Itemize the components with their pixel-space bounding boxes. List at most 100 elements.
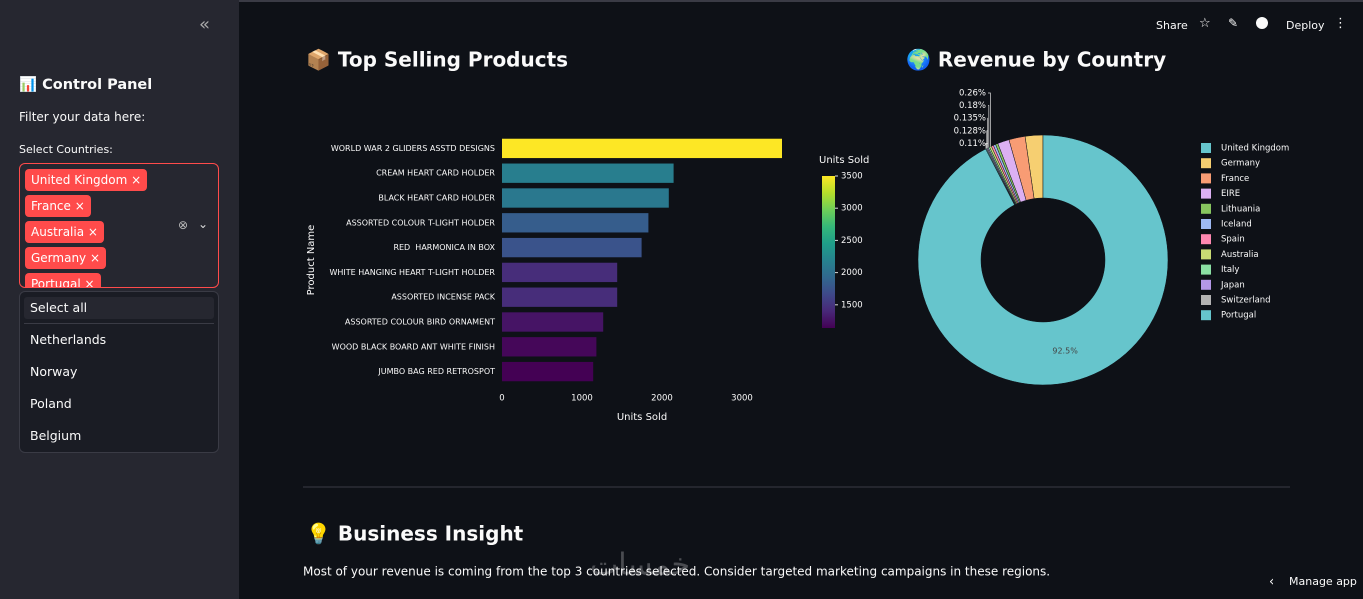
chip-remove[interactable]: × [127,173,142,187]
watermark: خمسات [590,548,690,583]
legend-swatch [1201,173,1211,184]
x-tick-label: 3000 [731,394,753,404]
legend-label: Spain [1221,235,1245,245]
bar [502,262,618,283]
top-bar [0,0,1363,2]
bar [502,237,642,258]
dropdown: Select all Netherlands Norway Poland Belgium [19,291,219,453]
chart-title: 🌍 Revenue by Country [906,48,1166,72]
chevron: ‹ [1269,575,1274,590]
y-tick-label: ASSORTED INCENSE PACK [391,293,495,302]
legend-swatch [1201,143,1211,153]
bar [502,163,674,183]
bar [502,213,649,233]
chip-remove[interactable]: × [86,251,101,265]
slice-label: 0.135% [954,114,986,124]
option[interactable]: Netherlands [30,332,107,347]
colorbar-tick-label: 3500 [841,172,863,182]
chip-remove[interactable]: × [84,225,98,239]
highlight [24,297,214,319]
option[interactable]: Select all [30,300,88,315]
y-tick-label: WORLD WAR 2 GLIDERS ASSTD DESIGNS [331,144,495,153]
bar [502,188,669,208]
y-tick-label: ASSORTED COLOUR BIRD ORNAMENT [345,318,495,327]
slice-label: 0.11% [959,139,986,149]
leader-line [986,130,988,149]
chip[interactable]: United Kingdom × [25,169,148,191]
x-tick-label: 2000 [651,394,673,404]
y-axis-title: Product Name [306,225,317,296]
leader-line [985,143,988,149]
collapse-button[interactable]: « [199,14,211,35]
legend-swatch [1201,249,1211,260]
legend-label: Switzerland [1221,296,1271,306]
manage-app[interactable]: Manage app [1289,575,1357,588]
sidebar: « 📊 Control Panel Filter your data here:… [0,0,239,599]
bar [502,337,597,357]
legend-label: EIRE [1221,189,1240,199]
colorbar-tick-label: 2500 [841,236,863,246]
legend-label: United Kingdom [1221,144,1289,154]
legend-label: Portugal [1221,311,1256,321]
menu-icon[interactable]: ⋮ [1334,16,1347,31]
colorbar-tick-label: 1500 [841,300,863,310]
y-tick-label: WHITE HANGING HEART T-LIGHT HOLDER [329,268,495,277]
insight-title: 💡 Business Insight [306,522,524,546]
select-label: Select Countries: [19,143,113,156]
multiselect[interactable]: ⊗ ⌄ United Kingdom × France × Australia × G… [19,163,219,288]
colorbar [822,176,835,328]
divider [24,323,214,324]
x-tick-label: 0 [499,394,504,404]
edit-icon[interactable]: ✎ [1228,16,1239,30]
legend-swatch [1201,203,1211,214]
y-tick-label: CREAM HEART CARD HOLDER [376,169,495,178]
legend-swatch [1201,188,1211,199]
legend-swatch [1201,295,1211,305]
x-axis-title: Units Sold [617,412,667,423]
legend-label: Germany [1221,159,1260,169]
github-icon[interactable] [1256,17,1268,29]
legend-label: France [1221,174,1249,184]
sidebar-subtitle: Filter your data here: [19,110,146,124]
y-tick-label: ASSORTED COLOUR T-LIGHT HOLDER [346,218,495,227]
leader-line [988,105,990,148]
x-tick-label: 1000 [571,394,593,404]
legend-label: Iceland [1221,220,1252,230]
chip[interactable]: Portugal × [25,273,101,288]
option[interactable]: Belgium [30,428,82,443]
y-tick-label: JUMBO BAG RED RETROSPOT [377,367,495,376]
legend-label: Italy [1221,265,1239,275]
clear-button[interactable]: ⊗ [178,218,189,232]
chip-remove[interactable]: × [80,277,95,288]
y-tick-label: BLACK HEART CARD HOLDER [378,194,495,203]
option[interactable]: Poland [30,396,72,411]
star-icon[interactable]: ☆ [1199,16,1211,31]
y-tick-label: RED HARMONICA IN BOX [393,243,495,252]
bar [502,361,594,382]
colorbar-tick-label: 3000 [841,204,863,214]
bar [502,312,604,332]
slice-label: 92.5% [1052,346,1078,355]
chip[interactable]: France × [25,195,91,217]
slice-label: 0.18% [959,101,986,111]
y-tick-label: WOOD BLACK BOARD ANT WHITE FINISH [332,342,495,351]
legend-swatch [1201,158,1211,169]
chip-remove[interactable]: × [70,199,85,213]
chip[interactable]: Germany × [25,247,107,269]
insight-text: Most of your revenue is coming from the … [303,565,1050,579]
option[interactable]: Norway [30,364,78,379]
dropdown-toggle[interactable]: ⌄ [198,217,209,231]
chart-title: 📦 Top Selling Products [306,48,568,72]
colorbar-title: Units Sold [819,155,869,166]
chip[interactable]: Australia × [25,221,104,243]
slice-label: 0.128% [954,126,986,136]
deploy-button[interactable]: Deploy [1286,19,1325,32]
legend-swatch [1201,219,1211,229]
legend-label: Lithuania [1221,204,1260,214]
share-button[interactable]: Share [1156,19,1188,32]
leader-line [988,92,991,147]
legend-swatch [1201,234,1211,245]
legend-label: Japan [1220,280,1245,290]
